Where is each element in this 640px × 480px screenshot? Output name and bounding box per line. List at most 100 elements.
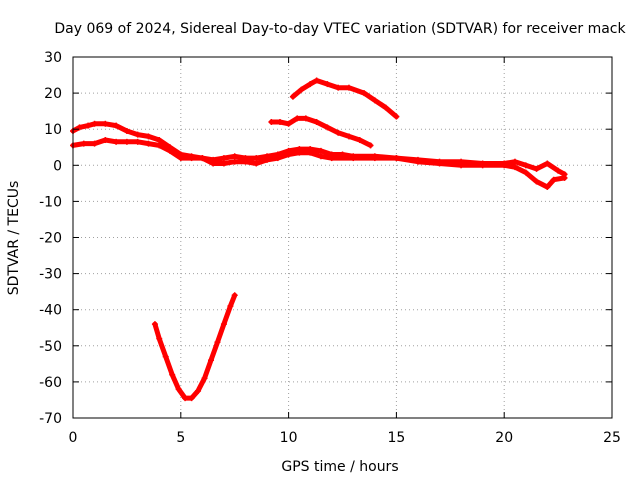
data-point (253, 160, 260, 167)
data-point (371, 155, 378, 162)
data-point (220, 155, 227, 162)
data-point (550, 176, 557, 183)
x-tick-label: 20 (495, 430, 513, 446)
data-point (317, 147, 324, 154)
data-point (113, 138, 120, 145)
data-point (199, 155, 206, 162)
data-point (231, 153, 238, 160)
data-point (522, 162, 529, 169)
data-point (231, 292, 238, 299)
data-point (335, 84, 342, 91)
data-point (210, 160, 217, 167)
series-main-band-lower (70, 137, 568, 190)
data-point (113, 122, 120, 129)
x-tick-label: 0 (69, 430, 78, 446)
data-point (533, 178, 540, 185)
data-point (242, 158, 249, 165)
data-point (91, 120, 98, 127)
data-point (382, 104, 389, 111)
y-tick-label: -60 (39, 375, 62, 391)
series-deep-dip (152, 292, 238, 401)
data-point (151, 321, 158, 328)
data-point (285, 151, 292, 158)
data-point (302, 115, 309, 122)
data-point (220, 321, 227, 328)
data-point (294, 115, 301, 122)
data-point (145, 133, 152, 140)
data-point (313, 118, 320, 125)
data-point (253, 155, 260, 162)
x-axis-label: GPS time / hours (281, 459, 398, 475)
data-point (188, 155, 195, 162)
data-point (162, 353, 169, 360)
data-point (414, 158, 421, 165)
x-tick-label: 5 (176, 430, 185, 446)
y-tick-label: -40 (39, 303, 62, 319)
data-point (511, 164, 518, 171)
data-point (555, 167, 562, 174)
data-point (274, 155, 281, 162)
data-point (231, 158, 238, 165)
data-point (393, 155, 400, 162)
x-tick-label: 10 (280, 430, 298, 446)
data-point (91, 140, 98, 147)
data-point (102, 137, 109, 144)
data-point (182, 395, 189, 402)
y-tick-label: 0 (53, 158, 62, 174)
data-point (207, 357, 214, 364)
chart-title: Day 069 of 2024, Sidereal Day-to-day VTE… (54, 21, 626, 37)
data-point (156, 137, 163, 144)
data-point (522, 169, 529, 176)
data-point (268, 118, 275, 125)
data-point (345, 84, 352, 91)
data-point (544, 160, 551, 167)
data-point (479, 162, 486, 169)
y-tick-label: 10 (44, 122, 62, 138)
axis-ticks: -70 -60 -50 -40 -30 -20 -10 0 10 20 30 0 5 10 15 20 25 (39, 50, 621, 446)
data-point (188, 395, 195, 402)
data-point (335, 129, 342, 136)
grid-lines (73, 57, 612, 418)
y-tick-label: 20 (44, 86, 62, 102)
data-point (296, 149, 303, 156)
data-series (70, 77, 568, 402)
data-point (298, 86, 305, 93)
series-upper-arc-2 (268, 115, 373, 148)
data-point (227, 303, 234, 310)
data-point (345, 133, 352, 140)
data-point (177, 155, 184, 162)
data-point (220, 160, 227, 167)
data-point (264, 156, 271, 163)
data-point (317, 153, 324, 160)
data-point (533, 165, 540, 172)
data-point (85, 122, 92, 129)
data-point (102, 120, 109, 127)
y-tick-label: -70 (39, 411, 62, 427)
data-point (371, 97, 378, 104)
y-tick-label: -30 (39, 267, 62, 283)
data-point (361, 90, 368, 97)
data-point (561, 174, 568, 181)
series-upper-arc-1 (290, 78, 399, 120)
data-point (76, 124, 83, 131)
data-point (123, 128, 130, 135)
data-point (307, 81, 314, 88)
data-point (123, 138, 130, 145)
data-point (393, 113, 400, 120)
data-point (145, 140, 152, 147)
data-point (276, 118, 283, 125)
data-point (289, 93, 296, 100)
data-point (307, 149, 314, 156)
data-point (156, 335, 163, 342)
data-point (167, 147, 174, 154)
data-point (544, 183, 551, 190)
data-point (201, 375, 208, 382)
data-point (367, 142, 374, 149)
data-point (501, 162, 508, 169)
data-point (436, 160, 443, 167)
data-point (511, 158, 518, 165)
data-point (169, 371, 176, 378)
x-tick-label: 25 (603, 430, 621, 446)
data-point (350, 155, 357, 162)
